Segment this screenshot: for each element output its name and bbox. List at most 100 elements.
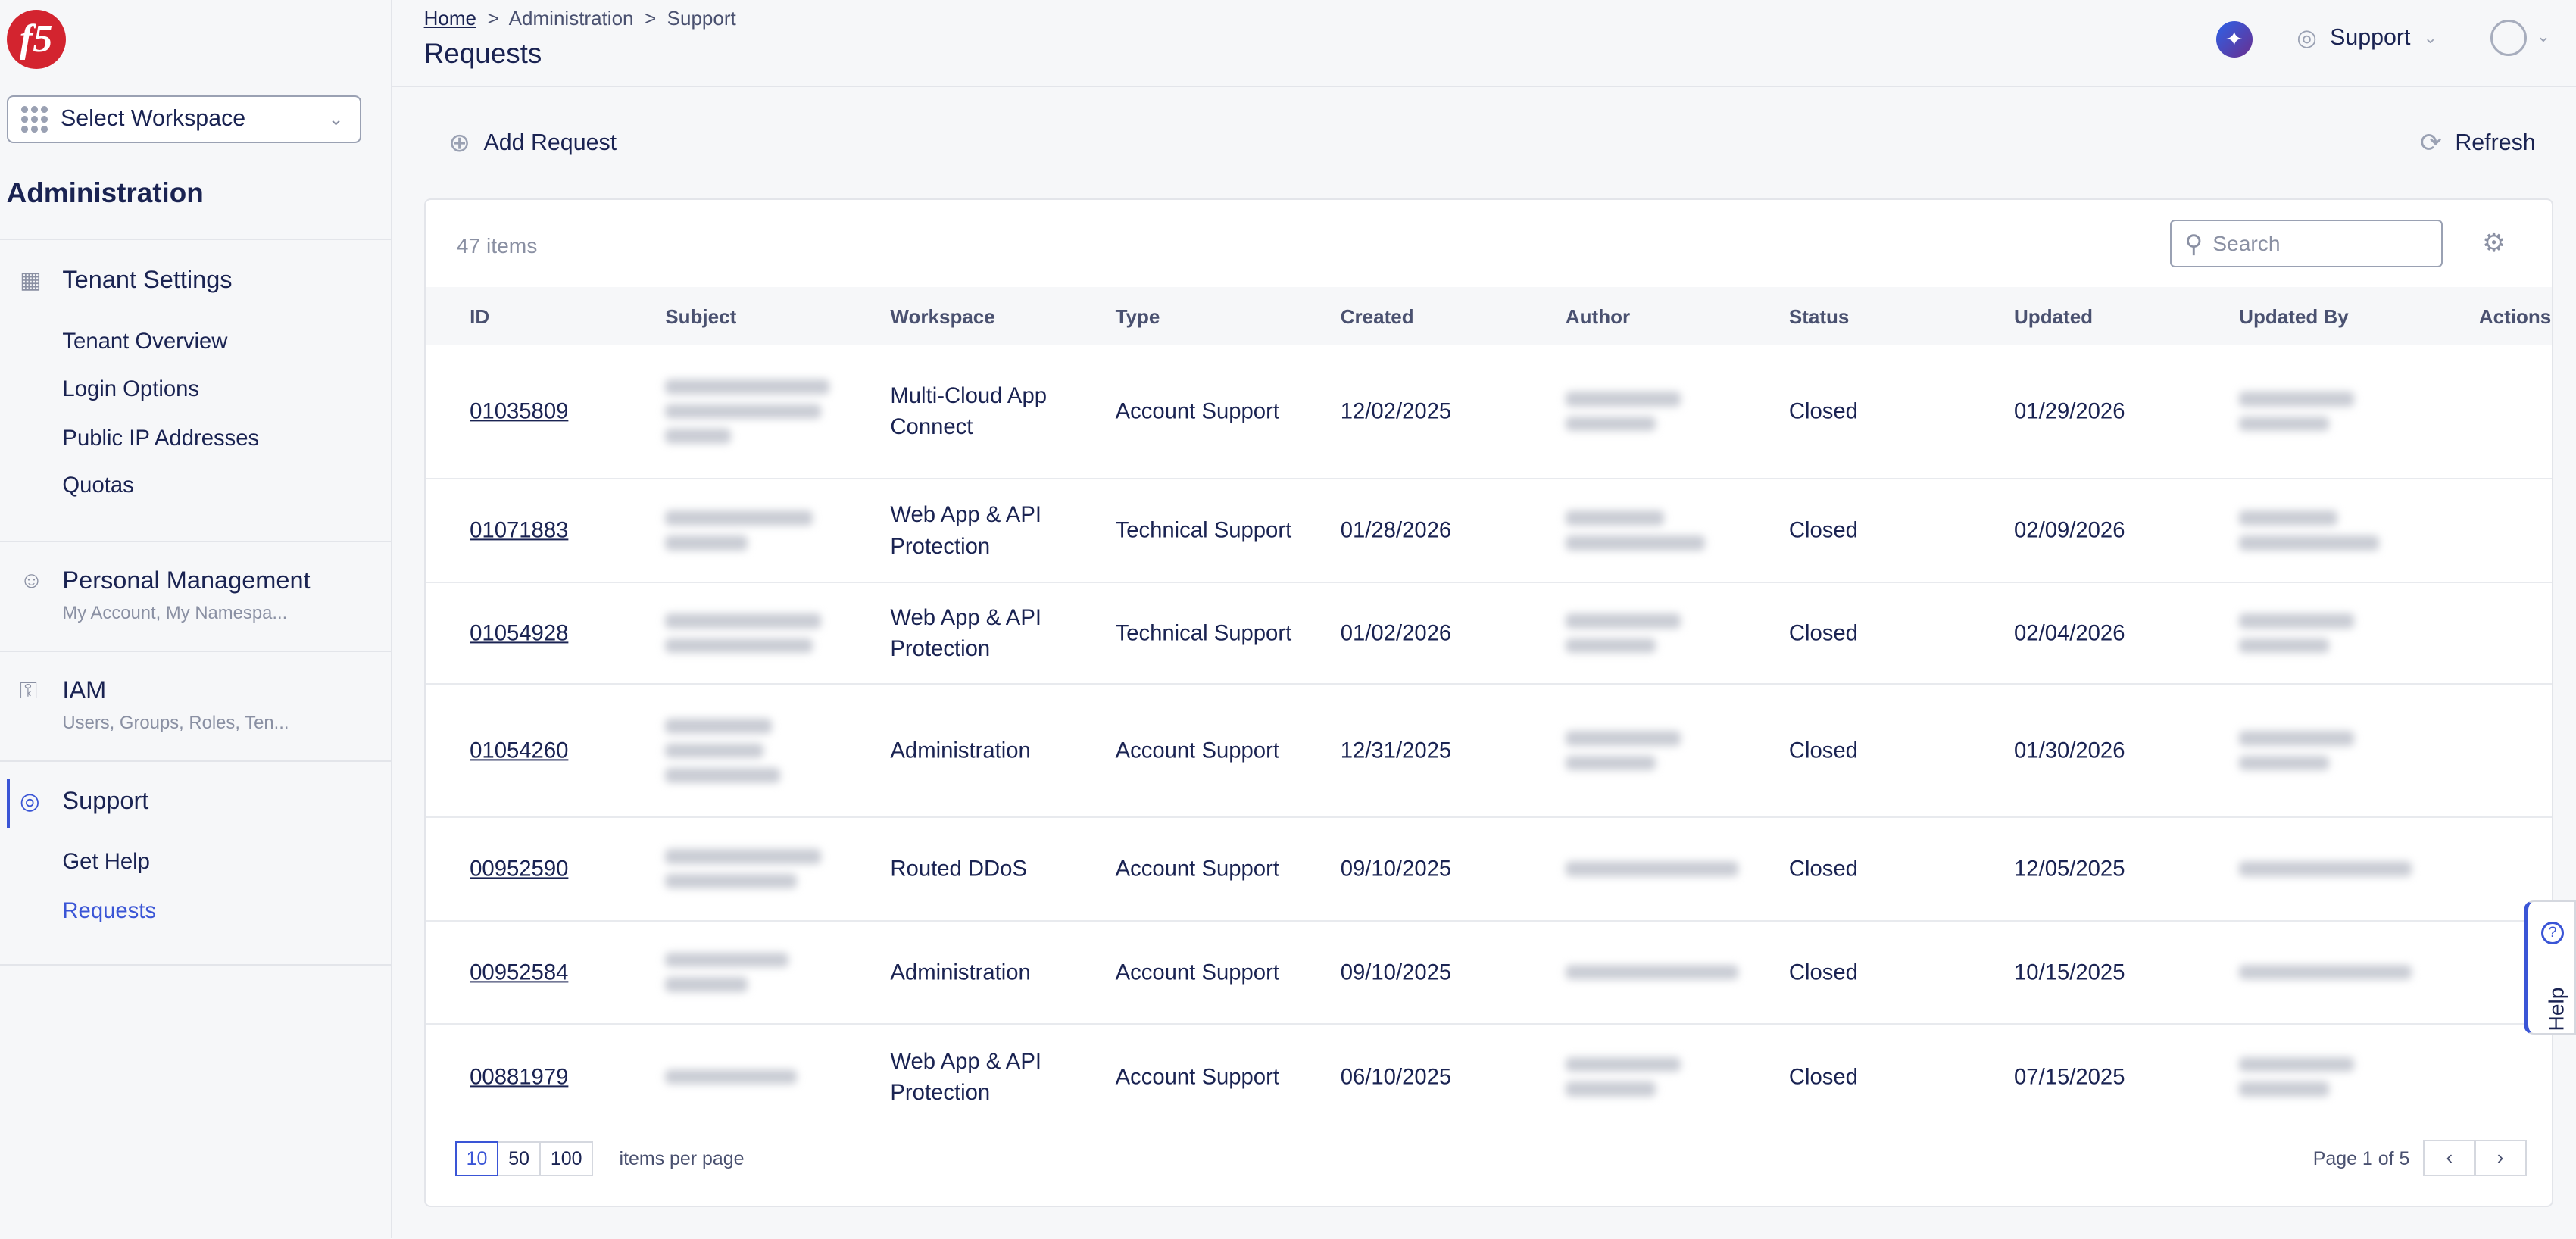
help-label: Help bbox=[2543, 987, 2568, 1031]
updated-by-redacted bbox=[2239, 861, 2412, 877]
support-header[interactable]: Support bbox=[62, 786, 149, 814]
table-row[interactable]: 01035809 Multi-Cloud App Connect Account S… bbox=[425, 345, 2552, 480]
user-avatar-icon[interactable] bbox=[2490, 20, 2527, 56]
updated-by-redacted bbox=[2239, 965, 2412, 980]
status-cell: Closed bbox=[1788, 960, 1858, 985]
support-menu-label: Support bbox=[2330, 25, 2411, 51]
page-size-selector: 10 50 100 bbox=[454, 1141, 594, 1177]
table-row[interactable]: 01071883 Web App & API Protection Technica… bbox=[425, 479, 2552, 583]
page-title: Requests bbox=[423, 37, 542, 69]
author-redacted bbox=[1565, 613, 1681, 654]
type-cell: Technical Support bbox=[1115, 517, 1292, 543]
refresh-button[interactable]: ⟳ Refresh bbox=[2420, 128, 2536, 158]
sidebar-item-get-help[interactable]: Get Help bbox=[62, 849, 150, 875]
created-cell: 01/28/2026 bbox=[1340, 517, 1452, 543]
iam-header: IAM bbox=[62, 676, 107, 704]
sidebar-item-tenant-overview[interactable]: Tenant Overview bbox=[62, 328, 228, 354]
workspace-cell: Administration bbox=[890, 738, 1031, 763]
workspace-cell: Web App & API Protection bbox=[890, 502, 1041, 559]
table-row[interactable]: 01054928 Web App & API Protection Technica… bbox=[425, 583, 2552, 685]
author-redacted bbox=[1565, 392, 1681, 432]
ai-assistant-icon[interactable]: ✦ bbox=[2215, 21, 2253, 58]
workspace-cell: Multi-Cloud App Connect bbox=[890, 383, 1047, 440]
f5-logo[interactable]: f5 bbox=[6, 10, 66, 70]
request-id-link[interactable]: 00881979 bbox=[470, 1063, 569, 1089]
page-size-50[interactable]: 50 bbox=[497, 1141, 541, 1177]
plus-circle-icon: ⊕ bbox=[448, 129, 471, 158]
breadcrumb-home[interactable]: Home bbox=[423, 6, 476, 30]
page-size-10[interactable]: 10 bbox=[454, 1141, 499, 1177]
column-header-updated-by[interactable]: Updated By bbox=[2239, 305, 2349, 329]
divider bbox=[392, 85, 2576, 87]
column-header-subject[interactable]: Subject bbox=[665, 305, 737, 329]
refresh-icon: ⟳ bbox=[2419, 129, 2442, 158]
sidebar: f5 Select Workspace ⌄ Administration ▦ T… bbox=[0, 0, 393, 1239]
sidebar-item-requests[interactable]: Requests bbox=[62, 898, 157, 924]
subject-redacted bbox=[665, 1069, 797, 1085]
updated-cell: 02/04/2026 bbox=[2014, 620, 2125, 646]
subject-redacted bbox=[665, 952, 788, 992]
column-header-author[interactable]: Author bbox=[1565, 305, 1631, 329]
workspace-select[interactable]: Select Workspace ⌄ bbox=[6, 95, 362, 143]
tenant-settings-header[interactable]: Tenant Settings bbox=[62, 266, 233, 294]
column-header-created[interactable]: Created bbox=[1340, 305, 1414, 329]
table-row[interactable]: 00881979 Web App & API Protection Account … bbox=[426, 1025, 2552, 1128]
subject-redacted bbox=[665, 849, 822, 889]
search-input[interactable]: ⚲ Search bbox=[2170, 220, 2443, 268]
table-row[interactable]: 01054260 Administration Account Support 12/… bbox=[425, 685, 2552, 818]
type-cell: Account Support bbox=[1115, 856, 1279, 882]
author-redacted bbox=[1565, 965, 1738, 980]
page-size-100[interactable]: 100 bbox=[539, 1141, 594, 1177]
items-per-page-label: items per page bbox=[619, 1147, 745, 1169]
sidebar-item-quotas[interactable]: Quotas bbox=[62, 473, 134, 498]
key-icon: ⚿ bbox=[20, 678, 38, 704]
search-icon: ⚲ bbox=[2184, 229, 2203, 257]
table-row[interactable]: 00952584 Administration Account Support 09/… bbox=[425, 922, 2552, 1025]
updated-cell: 02/09/2026 bbox=[2014, 517, 2125, 543]
item-count: 47 items bbox=[456, 233, 538, 257]
column-header-id[interactable]: ID bbox=[470, 305, 490, 329]
updated-by-redacted bbox=[2239, 731, 2354, 771]
column-header-actions[interactable]: Actions bbox=[2478, 305, 2552, 329]
type-cell: Technical Support bbox=[1115, 620, 1292, 646]
created-cell: 09/10/2025 bbox=[1340, 960, 1452, 985]
column-header-updated[interactable]: Updated bbox=[2014, 305, 2094, 329]
support-section: ◎ Support Get Help Requests bbox=[0, 760, 393, 966]
request-id-link[interactable]: 01071883 bbox=[470, 517, 569, 543]
add-request-label: Add Request bbox=[483, 130, 617, 156]
workspace-label: Select Workspace bbox=[61, 106, 246, 132]
request-id-link[interactable]: 00952590 bbox=[470, 856, 569, 882]
column-header-status[interactable]: Status bbox=[1788, 305, 1850, 329]
request-id-link[interactable]: 00952584 bbox=[470, 960, 569, 985]
updated-by-redacted bbox=[2239, 613, 2354, 654]
created-cell: 09/10/2025 bbox=[1340, 856, 1452, 882]
request-id-link[interactable]: 01054260 bbox=[470, 738, 569, 763]
created-cell: 01/02/2026 bbox=[1340, 620, 1452, 646]
support-menu[interactable]: ◎ Support ⌄ bbox=[2297, 25, 2437, 51]
updated-cell: 10/15/2025 bbox=[2014, 960, 2125, 985]
author-redacted bbox=[1565, 731, 1681, 771]
prev-page-button[interactable]: ‹ bbox=[2423, 1140, 2476, 1176]
updated-cell: 01/29/2026 bbox=[2014, 398, 2125, 424]
personal-management-section[interactable]: ☺ Personal Management My Account, My Nam… bbox=[0, 540, 393, 651]
gear-icon[interactable]: ⚙ bbox=[2482, 229, 2506, 258]
updated-by-redacted bbox=[2239, 1056, 2354, 1097]
help-tab[interactable]: ? Help bbox=[2523, 900, 2576, 1035]
created-cell: 12/31/2025 bbox=[1340, 738, 1452, 763]
column-header-type[interactable]: Type bbox=[1115, 305, 1160, 329]
breadcrumb-administration: Administration bbox=[508, 6, 634, 30]
add-request-button[interactable]: ⊕ Add Request bbox=[448, 128, 617, 158]
status-cell: Closed bbox=[1788, 398, 1858, 424]
created-cell: 12/02/2025 bbox=[1340, 398, 1452, 424]
request-id-link[interactable]: 01054928 bbox=[470, 620, 569, 646]
subject-redacted bbox=[665, 510, 813, 551]
table-row[interactable]: 00952590 Routed DDoS Account Support 09/10/… bbox=[425, 818, 2552, 922]
sidebar-item-login-options[interactable]: Login Options bbox=[62, 376, 200, 401]
grid-icon bbox=[21, 105, 48, 133]
chevron-down-icon[interactable]: ⌄ bbox=[2536, 26, 2551, 45]
column-header-workspace[interactable]: Workspace bbox=[890, 305, 995, 329]
next-page-button[interactable]: › bbox=[2474, 1140, 2527, 1176]
iam-section[interactable]: ⚿ IAM Users, Groups, Roles, Ten... bbox=[0, 650, 393, 760]
sidebar-item-public-ip[interactable]: Public IP Addresses bbox=[62, 425, 260, 451]
request-id-link[interactable]: 01035809 bbox=[470, 398, 569, 424]
